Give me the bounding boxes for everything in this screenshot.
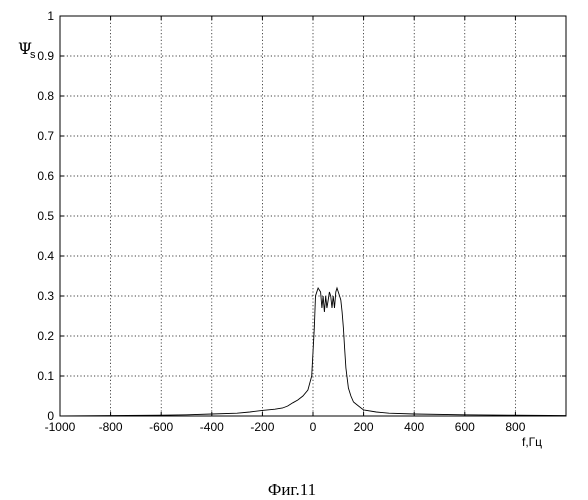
y-tick-label: 1 — [47, 9, 54, 23]
x-tick-label: 800 — [505, 420, 525, 434]
y-tick-label: 0.6 — [37, 169, 54, 183]
x-tick-label: 200 — [354, 420, 374, 434]
x-tick-label: -400 — [200, 420, 224, 434]
x-tick-label: 600 — [455, 420, 475, 434]
y-tick-labels: 00.10.20.30.40.50.60.70.80.91 — [37, 9, 54, 423]
y-axis-label-subscript: s — [30, 49, 36, 61]
x-tick-label: -1000 — [45, 420, 76, 434]
y-tick-label: 0.5 — [37, 209, 54, 223]
x-axis-label: f,Гц — [522, 435, 542, 449]
y-tick-label: 0.3 — [37, 289, 54, 303]
x-tick-labels: -1000 -800 -600 -400 -200 0 200 400 600 800 — [45, 420, 526, 434]
x-tick-label: -600 — [149, 420, 173, 434]
series-line — [60, 288, 566, 416]
series-layer — [60, 288, 566, 416]
x-tick-label: 400 — [404, 420, 424, 434]
x-tick-label: 0 — [310, 420, 317, 434]
y-tick-label: 0.9 — [37, 49, 54, 63]
x-tick-label: -200 — [250, 420, 274, 434]
y-tick-label: 0.8 — [37, 89, 54, 103]
y-tick-label: 0.7 — [37, 129, 54, 143]
x-tick-label: -800 — [99, 420, 123, 434]
y-tick-label: 0.1 — [37, 369, 54, 383]
figure-caption: Фиг.11 — [268, 480, 316, 499]
y-tick-label: 0.2 — [37, 329, 54, 343]
y-tick-label: 0.4 — [37, 249, 54, 263]
